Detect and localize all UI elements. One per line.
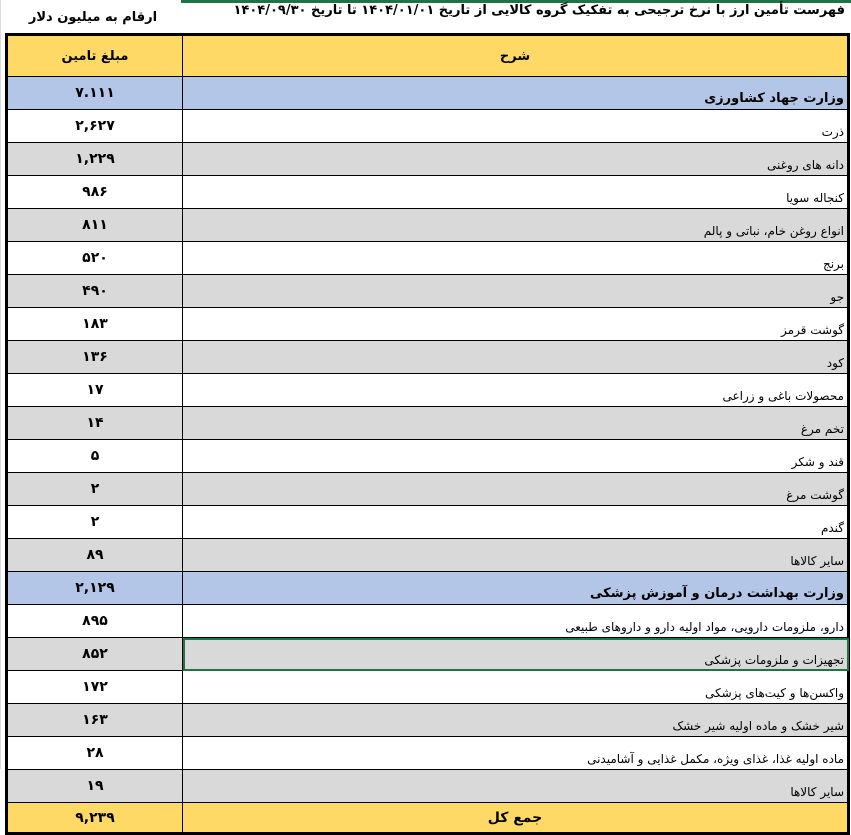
amount-cell[interactable]: ۱۹ — [6, 769, 183, 803]
amount-cell[interactable]: ۹,۲۳۹ — [6, 802, 183, 834]
gridline — [0, 0, 1, 769]
description-cell[interactable]: وزارت بهداشت درمان و آموزش پزشکی — [182, 571, 849, 605]
description-cell[interactable]: ذرت — [182, 109, 849, 143]
table-row: ۱۷۲ واکسن‌ها و کیت‌های پزشکی — [6, 670, 849, 704]
amount-cell[interactable]: ۸۱۱ — [6, 208, 183, 242]
amount-cell[interactable]: ۵۲۰ — [6, 241, 183, 275]
ministry-row: ۷.۱۱۱ وزارت جهاد کشاورزی — [6, 76, 849, 110]
description-cell[interactable]: تخم مرغ — [182, 406, 849, 440]
allocation-table: مبلغ تامین شرح ۷.۱۱۱ وزارت جهاد کشاورزی ۲,… — [5, 33, 850, 835]
table-row: ۸۵۲ تجهیزات و ملزومات پزشکی — [6, 637, 849, 671]
total-row: ۹,۲۳۹ جمع کل — [6, 802, 849, 834]
table-row: ۱,۲۲۹ دانه های روغنی — [6, 142, 849, 176]
description-cell[interactable]: کنجاله سویا — [182, 175, 849, 209]
description-cell[interactable]: ماده اولیه غذا، غذای ویژه، مکمل غذایی و … — [182, 736, 849, 770]
amount-cell[interactable]: ۱۶۳ — [6, 703, 183, 737]
amount-cell[interactable]: ۲ — [6, 505, 183, 539]
amount-cell[interactable]: ۸۹۵ — [6, 604, 183, 638]
table-row: ۸۹۵ دارو، ملزومات دارویی، مواد اولیه دارو… — [6, 604, 849, 638]
description-cell[interactable]: سایر کالاها — [182, 538, 849, 572]
table-row: ۵ قند و شکر — [6, 439, 849, 473]
amount-cell[interactable]: ۱۴ — [6, 406, 183, 440]
amount-cell[interactable]: ۸۹ — [6, 538, 183, 572]
description-cell[interactable]: جو — [182, 274, 849, 308]
description-cell[interactable]: گوشت قرمز — [182, 307, 849, 341]
description-cell[interactable]: کود — [182, 340, 849, 374]
table-row: ۱۳۶ کود — [6, 340, 849, 374]
description-cell[interactable]: تجهیزات و ملزومات پزشکی — [182, 637, 849, 671]
table-row: ۲,۶۲۷ ذرت — [6, 109, 849, 143]
description-cell[interactable]: گندم — [182, 505, 849, 539]
amount-cell[interactable]: ۱۷۲ — [6, 670, 183, 704]
table-row: ۴۹۰ جو — [6, 274, 849, 308]
description-cell[interactable]: وزارت جهاد کشاورزی — [182, 76, 849, 110]
description-cell[interactable]: واکسن‌ها و کیت‌های پزشکی — [182, 670, 849, 704]
amount-cell[interactable]: ۲۸ — [6, 736, 183, 770]
table-row: ۱۹ سایر کالاها — [6, 769, 849, 803]
table-row: ۸۹ سایر کالاها — [6, 538, 849, 572]
description-cell[interactable]: گوشت مرغ — [182, 472, 849, 506]
table-row: ۹۸۶ کنجاله سویا — [6, 175, 849, 209]
header-row: مبلغ تامین شرح — [6, 34, 849, 77]
amount-cell[interactable]: ۱۳۶ — [6, 340, 183, 374]
description-cell[interactable]: انواع روغن خام، نباتی و پالم — [182, 208, 849, 242]
table-row: ۱۶۳ شیر خشک و ماده اولیه شیر خشک — [6, 703, 849, 737]
amount-cell[interactable]: ۵ — [6, 439, 183, 473]
table-row: ۱۷ محصولات باغی و زراعی — [6, 373, 849, 407]
column-header-description[interactable]: شرح — [182, 34, 849, 77]
table-row: ۲۸ ماده اولیه غذا، غذای ویژه، مکمل غذایی … — [6, 736, 849, 770]
description-cell[interactable]: برنج — [182, 241, 849, 275]
amount-cell[interactable]: ۸۵۲ — [6, 637, 183, 671]
table-row: ۲ گندم — [6, 505, 849, 539]
description-cell[interactable]: دارو، ملزومات دارویی، مواد اولیه دارو و … — [182, 604, 849, 638]
units-label[interactable]: ارقام به میلیون دلار — [28, 10, 158, 25]
title-row: ارقام به میلیون دلار فهرست تأمین ارز با … — [0, 0, 851, 34]
table-row: ۱۴ تخم مرغ — [6, 406, 849, 440]
description-cell[interactable]: دانه های روغنی — [182, 142, 849, 176]
description-cell[interactable]: شیر خشک و ماده اولیه شیر خشک — [182, 703, 849, 737]
amount-cell[interactable]: ۱۷ — [6, 373, 183, 407]
description-cell[interactable]: جمع کل — [182, 802, 849, 834]
amount-cell[interactable]: ۲,۶۲۷ — [6, 109, 183, 143]
column-header-amount[interactable]: مبلغ تامین — [6, 34, 183, 77]
amount-cell[interactable]: ۴۹۰ — [6, 274, 183, 308]
description-cell[interactable]: سایر کالاها — [182, 769, 849, 803]
amount-cell[interactable]: ۱۸۳ — [6, 307, 183, 341]
amount-cell[interactable]: ۱,۲۲۹ — [6, 142, 183, 176]
table-row: ۱۸۳ گوشت قرمز — [6, 307, 849, 341]
column-selection-indicator — [181, 0, 851, 3]
sheet-title[interactable]: فهرست تأمین ارز با نرخ ترجیحی به تفکیک گ… — [233, 3, 845, 18]
amount-cell[interactable]: ۲ — [6, 472, 183, 506]
table-row: ۵۲۰ برنج — [6, 241, 849, 275]
description-cell[interactable]: محصولات باغی و زراعی — [182, 373, 849, 407]
description-cell[interactable]: قند و شکر — [182, 439, 849, 473]
table-row: ۸۱۱ انواع روغن خام، نباتی و پالم — [6, 208, 849, 242]
ministry-row: ۲,۱۲۹ وزارت بهداشت درمان و آموزش پزشکی — [6, 571, 849, 605]
amount-cell[interactable]: ۷.۱۱۱ — [6, 76, 183, 110]
amount-cell[interactable]: ۲,۱۲۹ — [6, 571, 183, 605]
amount-cell[interactable]: ۹۸۶ — [6, 175, 183, 209]
table-row: ۲ گوشت مرغ — [6, 472, 849, 506]
